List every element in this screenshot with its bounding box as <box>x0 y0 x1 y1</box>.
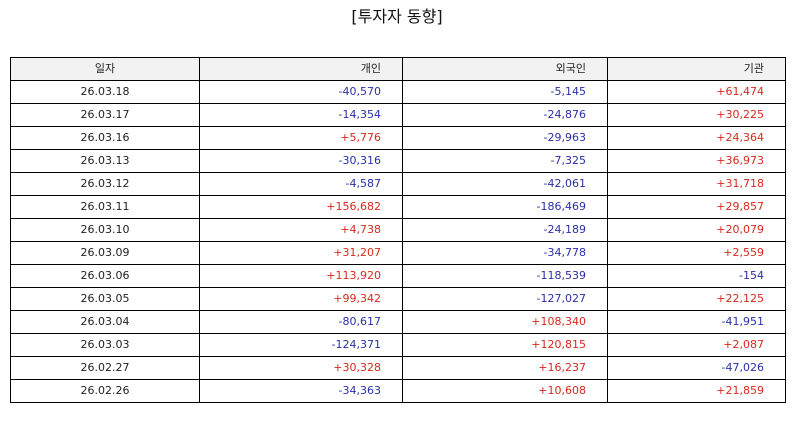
table-row: 26.03.06 +113,920 -118,539 -154 <box>10 264 786 288</box>
cell-institution: +21,859 <box>607 379 786 403</box>
cell-individual: +4,738 <box>199 218 403 242</box>
cell-individual: +5,776 <box>199 126 403 150</box>
column-header-institution: 기관 <box>607 57 786 81</box>
cell-foreign: -186,469 <box>402 195 608 219</box>
table-header-row: 일자 개인 외국인 기관 <box>10 57 786 81</box>
investor-trend-table: 일자 개인 외국인 기관 26.03.18 -40,570 -5,145 +61,47… <box>10 57 786 403</box>
cell-individual: +156,682 <box>199 195 403 219</box>
cell-date: 26.03.04 <box>10 310 200 334</box>
table-row: 26.03.03 -124,371 +120,815 +2,087 <box>10 333 786 357</box>
cell-foreign: -34,778 <box>402 241 608 265</box>
cell-individual: -40,570 <box>199 80 403 104</box>
cell-date: 26.03.12 <box>10 172 200 196</box>
cell-foreign: -5,145 <box>402 80 608 104</box>
cell-individual: -80,617 <box>199 310 403 334</box>
cell-institution: -154 <box>607 264 786 288</box>
table-row: 26.02.26 -34,363 +10,608 +21,859 <box>10 379 786 403</box>
cell-date: 26.03.11 <box>10 195 200 219</box>
cell-date: 26.03.09 <box>10 241 200 265</box>
table-row: 26.03.18 -40,570 -5,145 +61,474 <box>10 80 786 104</box>
cell-institution: -47,026 <box>607 356 786 380</box>
cell-individual: -124,371 <box>199 333 403 357</box>
cell-foreign: -7,325 <box>402 149 608 173</box>
cell-foreign: -29,963 <box>402 126 608 150</box>
cell-foreign: -42,061 <box>402 172 608 196</box>
cell-institution: +29,857 <box>607 195 786 219</box>
cell-institution: +36,973 <box>607 149 786 173</box>
cell-institution: +31,718 <box>607 172 786 196</box>
cell-foreign: -127,027 <box>402 287 608 311</box>
cell-foreign: -24,189 <box>402 218 608 242</box>
table-row: 26.03.09 +31,207 -34,778 +2,559 <box>10 241 786 265</box>
cell-foreign: +120,815 <box>402 333 608 357</box>
cell-date: 26.03.17 <box>10 103 200 127</box>
cell-date: 26.03.18 <box>10 80 200 104</box>
table-row: 26.03.17 -14,354 -24,876 +30,225 <box>10 103 786 127</box>
table-row: 26.03.05 +99,342 -127,027 +22,125 <box>10 287 786 311</box>
cell-individual: +99,342 <box>199 287 403 311</box>
column-header-individual: 개인 <box>199 57 403 81</box>
cell-institution: +30,225 <box>607 103 786 127</box>
cell-date: 26.03.06 <box>10 264 200 288</box>
cell-foreign: -118,539 <box>402 264 608 288</box>
cell-individual: +113,920 <box>199 264 403 288</box>
cell-institution: +22,125 <box>607 287 786 311</box>
cell-foreign: +16,237 <box>402 356 608 380</box>
cell-date: 26.03.13 <box>10 149 200 173</box>
page-title: [투자자 동향] <box>351 7 443 26</box>
cell-institution: +24,364 <box>607 126 786 150</box>
table-row: 26.03.11 +156,682 -186,469 +29,857 <box>10 195 786 219</box>
cell-institution: +2,559 <box>607 241 786 265</box>
cell-individual: +30,328 <box>199 356 403 380</box>
cell-date: 26.03.16 <box>10 126 200 150</box>
cell-institution: +61,474 <box>607 80 786 104</box>
cell-date: 26.03.05 <box>10 287 200 311</box>
table-row: 26.02.27 +30,328 +16,237 -47,026 <box>10 356 786 380</box>
cell-date: 26.03.10 <box>10 218 200 242</box>
cell-individual: +31,207 <box>199 241 403 265</box>
cell-date: 26.03.03 <box>10 333 200 357</box>
cell-individual: -34,363 <box>199 379 403 403</box>
table-row: 26.03.04 -80,617 +108,340 -41,951 <box>10 310 786 334</box>
cell-individual: -4,587 <box>199 172 403 196</box>
cell-institution: +20,079 <box>607 218 786 242</box>
table-body: 26.03.18 -40,570 -5,145 +61,474 26.03.17 -14,… <box>10 80 786 403</box>
cell-individual: -14,354 <box>199 103 403 127</box>
cell-individual: -30,316 <box>199 149 403 173</box>
table-row: 26.03.13 -30,316 -7,325 +36,973 <box>10 149 786 173</box>
cell-foreign: -24,876 <box>402 103 608 127</box>
column-header-date: 일자 <box>10 57 200 81</box>
table-row: 26.03.16 +5,776 -29,963 +24,364 <box>10 126 786 150</box>
column-header-foreign: 외국인 <box>402 57 608 81</box>
table-row: 26.03.12 -4,587 -42,061 +31,718 <box>10 172 786 196</box>
cell-foreign: +10,608 <box>402 379 608 403</box>
cell-institution: -41,951 <box>607 310 786 334</box>
cell-institution: +2,087 <box>607 333 786 357</box>
cell-foreign: +108,340 <box>402 310 608 334</box>
table-row: 26.03.10 +4,738 -24,189 +20,079 <box>10 218 786 242</box>
cell-date: 26.02.27 <box>10 356 200 380</box>
cell-date: 26.02.26 <box>10 379 200 403</box>
